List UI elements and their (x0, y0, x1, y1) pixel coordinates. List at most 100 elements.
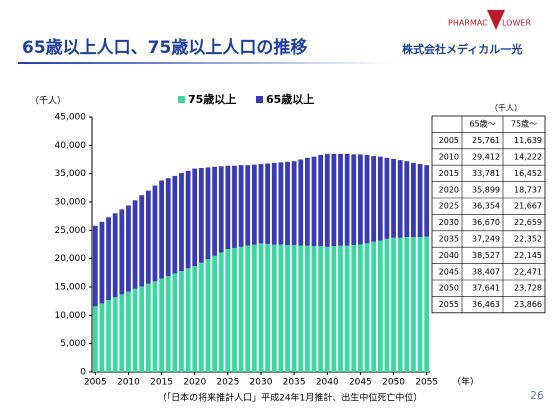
bar-segment (99, 303, 105, 372)
table-cell: 2015 (439, 169, 459, 178)
bar-segment (205, 167, 211, 260)
footnote: （「日本の将来推計人口」平成24年1月推計、出生中位死亡中位） (158, 392, 423, 404)
table-cell: 18,737 (514, 185, 542, 194)
bar-segment (172, 273, 178, 372)
bar-segment (179, 271, 184, 372)
bar-segment (298, 159, 304, 246)
table-cell: 33,781 (472, 169, 500, 178)
bar-segment (411, 237, 416, 372)
title-underline (18, 62, 398, 64)
y-tick-label: 0 (80, 368, 86, 378)
bar-segment (185, 170, 191, 269)
bar-segment (92, 225, 98, 307)
bar-segment (198, 168, 204, 263)
bar-segment (311, 246, 317, 372)
bar-segment (265, 163, 271, 244)
bar-segment (145, 190, 151, 284)
bar-segment (119, 294, 125, 372)
bar-segment (291, 245, 297, 372)
bar-segment (271, 244, 277, 372)
bar-segment (298, 245, 304, 372)
table-cell: 37,249 (472, 235, 500, 244)
bar-segment (172, 175, 178, 274)
bar-segment (351, 154, 357, 246)
bar-segment (391, 158, 396, 238)
bar-segment (218, 252, 224, 372)
slide-title: 65歳以上人口、75歳以上人口の推移 (22, 37, 307, 58)
bar-segment (311, 156, 317, 247)
y-unit: （千人） (30, 96, 66, 107)
bar-segment (106, 217, 111, 301)
bar-segment (145, 283, 151, 372)
bar-segment (152, 281, 158, 372)
bar-segment (152, 185, 158, 282)
table-cell: 11,639 (514, 136, 542, 145)
bar-segment (397, 160, 403, 238)
bar-segment (318, 154, 324, 247)
legend-swatch (256, 96, 263, 103)
bar-segment (358, 244, 363, 372)
bar-segment (291, 161, 297, 246)
bar-segment (391, 237, 396, 372)
logo-mark (487, 10, 505, 30)
table-cell: 36,354 (472, 202, 500, 211)
bar-segment (106, 300, 111, 372)
table-cell: 22,659 (514, 218, 542, 227)
table-cell: 2020 (439, 185, 459, 194)
bar-segment (251, 244, 257, 372)
bar-segment (212, 255, 217, 372)
bar-segment (225, 249, 231, 372)
bar-segment (285, 161, 290, 246)
table-cell: 14,222 (514, 153, 542, 162)
bar-segment (165, 178, 171, 277)
bar-segment (331, 246, 337, 372)
table-cell: 2040 (439, 251, 459, 260)
table-cell: 2035 (439, 235, 459, 244)
bar-segment (377, 240, 383, 372)
table-cell: 2010 (439, 153, 459, 162)
page-number: 26 (530, 389, 544, 402)
bar-segment (424, 236, 430, 372)
x-tick-label: 2050 (382, 378, 405, 388)
table-cell: 38,407 (472, 267, 500, 276)
bar-segment (192, 168, 198, 267)
brand-right: LOWER (502, 19, 531, 28)
bar-segment (278, 162, 284, 245)
y-tick-label: 45,000 (55, 113, 87, 123)
table-header: 75歳～ (511, 119, 537, 129)
bar-segment (245, 245, 251, 372)
table-cell: 22,145 (514, 251, 542, 260)
x-tick-label: 2045 (349, 378, 372, 388)
bar-segment (112, 297, 118, 372)
bar-segment (132, 200, 138, 289)
bar-segment (139, 195, 145, 287)
table-cell: 38,527 (472, 251, 500, 260)
bar-segment (324, 153, 330, 247)
table-cell: 37,641 (472, 284, 500, 293)
bar-segment (371, 156, 377, 242)
bar-segment (344, 245, 350, 372)
y-tick-label: 20,000 (55, 254, 87, 264)
y-tick-label: 25,000 (55, 226, 87, 236)
bar-segment (344, 153, 350, 246)
table-cell: 36,463 (472, 300, 500, 309)
x-tick-label: 2010 (117, 378, 140, 388)
bar-segment (278, 244, 284, 372)
bar-segment (92, 306, 98, 372)
bar-segment (225, 165, 231, 250)
bar-segment (132, 288, 138, 372)
table-cell: 2050 (439, 284, 459, 293)
x-tick-label: 2025 (216, 378, 239, 388)
bar-segment (331, 153, 337, 247)
bar-segment (232, 165, 237, 248)
y-tick-label: 5,000 (60, 339, 86, 349)
x-tick-label: 2005 (84, 378, 107, 388)
bar-segment (258, 243, 264, 372)
table-cell: 22,471 (514, 267, 542, 276)
bar-segment (218, 166, 224, 253)
table-cell: 2045 (439, 267, 459, 276)
table-cell: 21,667 (514, 202, 542, 211)
bar-segment (404, 161, 410, 238)
bar-segment (165, 276, 171, 372)
bar-segment (338, 245, 343, 372)
